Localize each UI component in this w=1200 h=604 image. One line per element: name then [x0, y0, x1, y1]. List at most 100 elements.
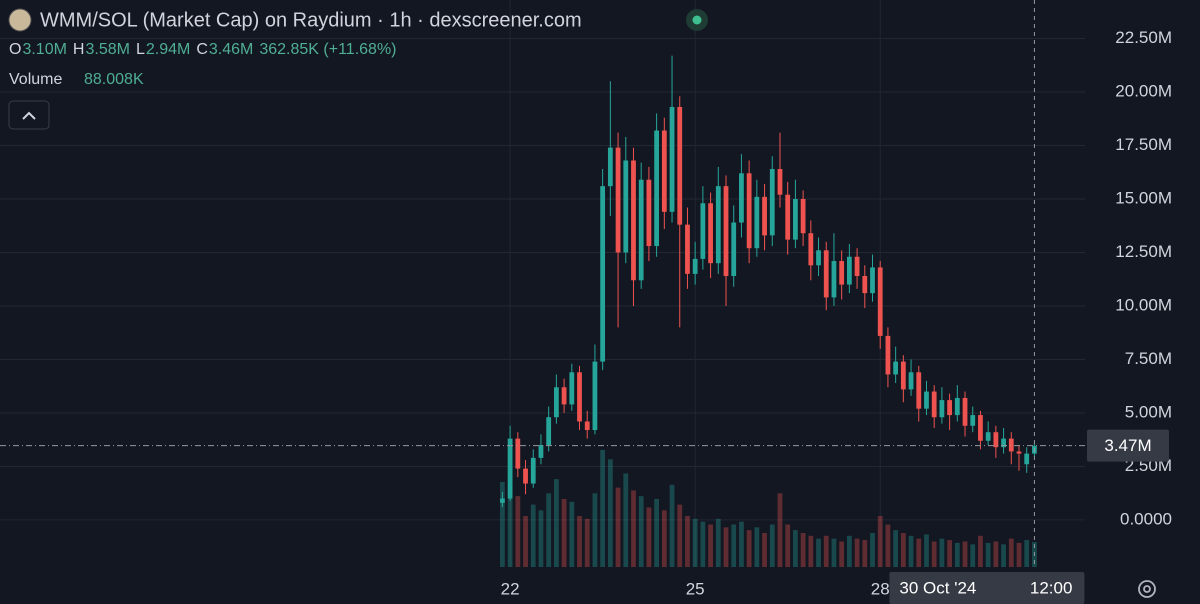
gear-inner [1143, 585, 1151, 593]
y-tick-label: 20.00M [1115, 81, 1172, 100]
volume-bar [530, 504, 536, 567]
candle-body [793, 198, 798, 240]
y-tick-label: 17.50M [1115, 135, 1172, 154]
candle-body [823, 250, 829, 298]
candle-body [993, 432, 999, 448]
legend-value: 3.10M [22, 41, 66, 58]
candle-body [631, 160, 636, 281]
candle-body [584, 421, 590, 431]
volume-bar [970, 544, 976, 567]
volume-bar [553, 479, 559, 567]
volume-bar [846, 535, 852, 567]
volume-bar [808, 535, 814, 567]
candle-body [607, 147, 613, 187]
legend-change: 362.85K (+11.68%) [259, 41, 396, 58]
candle-body [877, 267, 883, 336]
volume-bar [546, 493, 552, 567]
volume-bar [561, 498, 567, 567]
volume-bar [746, 530, 752, 567]
volume-bar [739, 521, 744, 567]
legend-key: L [136, 41, 145, 58]
volume-bar [916, 538, 922, 567]
candle-body [530, 457, 536, 484]
candle-body [916, 372, 922, 409]
candle-body [661, 130, 667, 212]
volume-bar [862, 540, 868, 567]
candle-body [746, 173, 752, 249]
x-tick-label: 28 [871, 579, 890, 598]
settings-button[interactable] [1138, 580, 1156, 598]
volume-bar [731, 524, 737, 567]
candle-body [800, 198, 806, 234]
token-icon [8, 8, 32, 32]
candle-body [985, 432, 991, 441]
candle-body [669, 106, 675, 212]
candle-body [893, 361, 899, 375]
collapse-button[interactable] [8, 100, 50, 130]
candle-body [1001, 438, 1006, 448]
candle-body [870, 267, 875, 294]
time-label-date: 30 Oct '24 [899, 578, 976, 597]
candle-body [677, 106, 683, 225]
candle-body [808, 233, 814, 266]
candle-body [939, 400, 945, 418]
volume-bar [870, 532, 875, 567]
volume-bar [708, 524, 713, 567]
volume-bar [762, 532, 767, 567]
candle-body [692, 258, 698, 274]
candle-body [507, 438, 513, 499]
volume-bar [769, 524, 775, 567]
volume-bar [962, 541, 968, 567]
y-tick-label: 7.50M [1125, 349, 1172, 368]
price-label: 3.47M [1104, 436, 1151, 455]
candle-body [839, 261, 845, 285]
volume-bar [1001, 544, 1006, 567]
candle-body [762, 196, 767, 236]
x-tick-label: 25 [686, 579, 705, 598]
volume-bar [592, 493, 598, 567]
volume-bar [500, 481, 505, 567]
volume-bar [900, 532, 906, 567]
volume-bar [978, 535, 983, 567]
volume-bar [877, 515, 883, 567]
candle-body [970, 415, 976, 426]
candle-body [723, 186, 729, 277]
volume-bar [646, 507, 652, 567]
volume-bar [623, 473, 629, 567]
volume-bar [1016, 542, 1022, 567]
volume-bar [669, 484, 675, 567]
candle-body [731, 222, 737, 277]
y-tick-label: 10.00M [1115, 295, 1172, 314]
candle-body [846, 256, 852, 285]
candle-body [553, 387, 559, 418]
volume-bar [577, 515, 582, 567]
volume-bar [677, 504, 683, 567]
y-tick-label: 0.0000 [1120, 509, 1172, 528]
volume-bar [823, 535, 829, 567]
volume-bar [993, 541, 999, 567]
candle-body [862, 276, 868, 294]
candle-body [739, 173, 744, 223]
candle-body [623, 160, 629, 253]
candle-body [546, 417, 552, 446]
volume-bar [569, 501, 575, 567]
candle-body [715, 186, 721, 264]
x-tick-label: 22 [501, 579, 520, 598]
volume-bar [816, 538, 821, 567]
y-tick-label: 15.00M [1115, 188, 1172, 207]
volume-bar [692, 518, 698, 567]
volume-bar [1024, 540, 1030, 567]
ohlc-legend: O 3.10M H 3.58M L 2.94M C 3.46M 362.85K (+11.68%… [9, 41, 397, 58]
candle-body [646, 179, 652, 247]
candle-body [785, 194, 791, 240]
status-dot [692, 15, 702, 25]
volume-bar [947, 540, 952, 567]
candle-body [538, 445, 544, 458]
candle-body [978, 415, 983, 441]
candle-body [931, 391, 937, 418]
chart-title: WMM/SOL (Market Cap) on Raydium · 1h · d… [40, 9, 582, 31]
volume-bar [631, 490, 636, 567]
legend-value: 2.94M [146, 41, 190, 58]
candle-body [1016, 451, 1022, 454]
